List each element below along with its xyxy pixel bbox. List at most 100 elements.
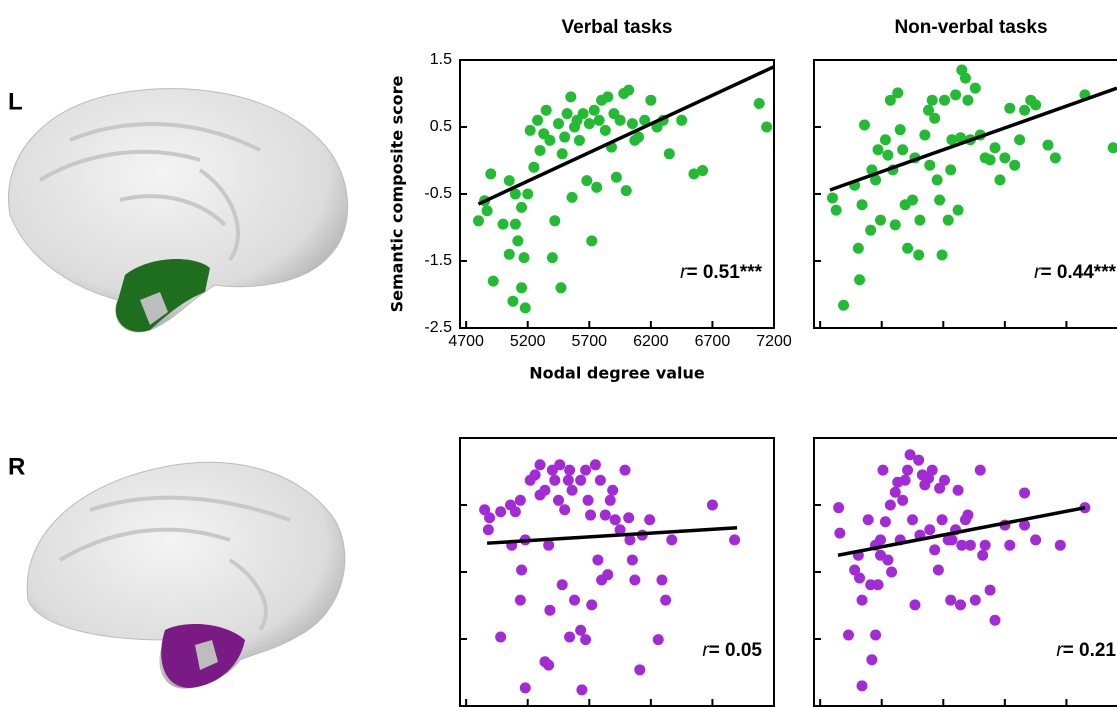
point [969, 82, 981, 94]
point [974, 464, 986, 476]
point [544, 604, 556, 616]
x-tick-label: 6700 [695, 333, 731, 350]
point [919, 129, 931, 141]
point [688, 168, 700, 180]
point [604, 494, 616, 506]
point [1019, 519, 1031, 531]
point [602, 569, 614, 581]
point [926, 464, 938, 476]
point [849, 564, 861, 576]
point [543, 539, 555, 551]
point [894, 124, 906, 136]
point [495, 631, 507, 643]
point [897, 494, 909, 506]
point [546, 252, 558, 264]
point [645, 94, 657, 106]
point [945, 164, 957, 176]
point [962, 509, 974, 521]
point [956, 539, 968, 551]
point [553, 118, 565, 130]
point [904, 449, 916, 461]
point [834, 527, 846, 539]
point [886, 566, 898, 578]
point [858, 119, 870, 131]
point [676, 114, 688, 126]
annotation-symbol: r [680, 262, 687, 283]
point [554, 459, 566, 471]
point [936, 514, 948, 526]
point [583, 118, 595, 130]
point [914, 214, 926, 226]
point [580, 464, 592, 476]
point [516, 201, 528, 213]
annotation-symbol: r [1056, 640, 1063, 661]
point [549, 215, 561, 227]
point [619, 464, 631, 476]
point [576, 684, 588, 696]
point [826, 192, 838, 204]
point [588, 104, 600, 116]
y-tick-label: 1.5 [430, 51, 452, 68]
point [854, 274, 866, 286]
region-highlight [115, 258, 210, 332]
x-tick-label: 5700 [571, 333, 607, 350]
region-gap [140, 292, 168, 325]
point [753, 98, 765, 110]
point [639, 114, 651, 126]
annotation: r= 0.05 [702, 640, 762, 661]
fit-line [837, 505, 1086, 557]
point [512, 235, 524, 247]
point [559, 131, 571, 143]
point [999, 152, 1011, 164]
point [482, 524, 494, 536]
point [514, 594, 526, 606]
point [913, 454, 925, 466]
point [577, 108, 589, 120]
point [931, 174, 943, 186]
point [909, 599, 921, 611]
point [924, 159, 936, 171]
point [989, 142, 1001, 154]
point [575, 474, 587, 486]
point [697, 165, 709, 177]
point [854, 572, 866, 584]
point [580, 634, 592, 646]
point [503, 248, 515, 260]
point [939, 94, 951, 106]
point [874, 214, 886, 226]
point [962, 94, 974, 106]
point [516, 564, 528, 576]
point [838, 299, 850, 311]
point [1030, 99, 1042, 111]
point [666, 534, 678, 546]
point [522, 188, 534, 200]
point [877, 464, 889, 476]
point [509, 506, 521, 518]
point [607, 484, 619, 496]
point [884, 94, 896, 106]
point [591, 181, 603, 193]
point [929, 112, 941, 124]
point [830, 204, 842, 216]
point [581, 175, 593, 187]
point [599, 509, 611, 521]
point [923, 104, 935, 116]
point [614, 114, 626, 126]
point [994, 174, 1006, 186]
point [1107, 142, 1117, 154]
point [484, 512, 496, 524]
point [602, 91, 614, 103]
point [1014, 134, 1026, 146]
y-tick-label: -1.5 [424, 252, 452, 269]
point [485, 168, 497, 180]
point [565, 91, 577, 103]
panel-label: L [8, 88, 23, 115]
point [556, 148, 568, 160]
point [549, 474, 561, 486]
point [509, 188, 521, 200]
point [592, 554, 604, 566]
point [620, 185, 632, 197]
point [599, 124, 611, 136]
point [624, 534, 636, 546]
